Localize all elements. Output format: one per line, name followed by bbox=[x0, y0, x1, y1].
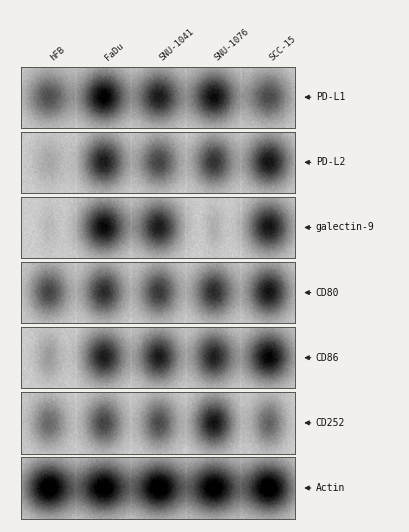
Text: galectin-9: galectin-9 bbox=[315, 222, 373, 232]
Text: Actin: Actin bbox=[315, 483, 344, 493]
Text: SNU-1041: SNU-1041 bbox=[157, 27, 196, 62]
Text: SCC-15: SCC-15 bbox=[267, 34, 297, 62]
Text: PD-L1: PD-L1 bbox=[315, 92, 344, 102]
Text: CD80: CD80 bbox=[315, 288, 338, 297]
Text: FaDu: FaDu bbox=[103, 41, 125, 62]
Text: PD-L2: PD-L2 bbox=[315, 157, 344, 168]
Text: hFB: hFB bbox=[48, 45, 66, 62]
Text: CD252: CD252 bbox=[315, 418, 344, 428]
Text: SNU-1076: SNU-1076 bbox=[212, 27, 250, 62]
Text: CD86: CD86 bbox=[315, 353, 338, 363]
